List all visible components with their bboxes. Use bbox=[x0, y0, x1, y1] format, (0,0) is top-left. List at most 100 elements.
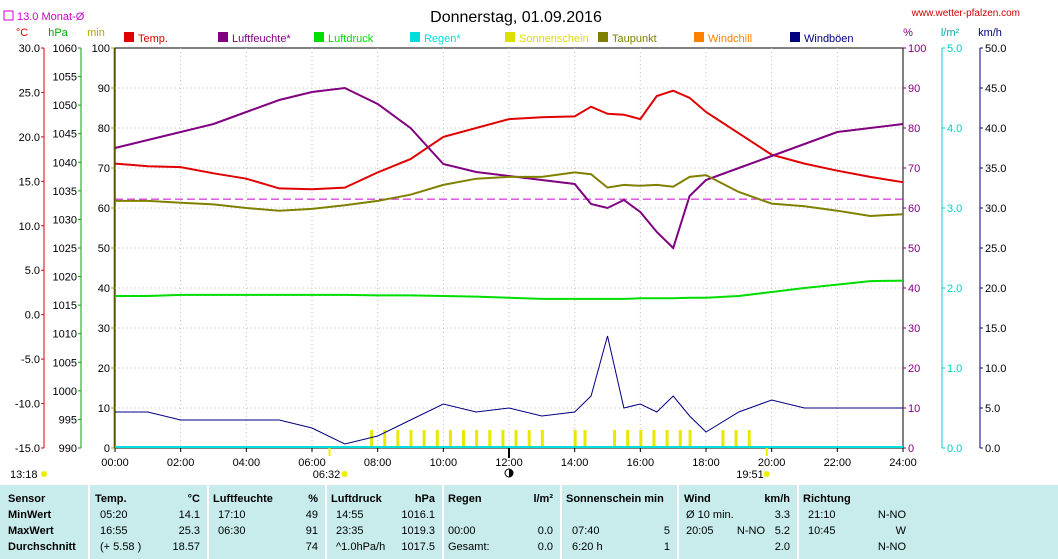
legend-swatch bbox=[505, 32, 515, 42]
legend-swatch bbox=[694, 32, 704, 42]
stats-wind-direction: N-NO bbox=[736, 525, 765, 537]
stats-humidity-value: 74 bbox=[305, 541, 318, 553]
rain-axis-tick-label: 3.0 bbox=[947, 203, 962, 215]
x-axis-tick-label: 14:00 bbox=[561, 457, 589, 469]
sunshine-bar bbox=[501, 430, 505, 448]
stats-separator bbox=[442, 485, 444, 559]
wind-axis-tick-label: 15.0 bbox=[985, 323, 1006, 335]
series-line bbox=[114, 86, 904, 250]
stats-sunshine-value: 5 bbox=[663, 525, 670, 537]
unit-sunshine: min bbox=[87, 27, 105, 39]
stats-sunshine-time: 6:20 h bbox=[572, 541, 603, 553]
humidity-axis-tick-label: 40 bbox=[908, 283, 920, 295]
stats-rain-time: Gesamt: bbox=[448, 541, 490, 553]
sunshine-bar bbox=[540, 430, 544, 448]
series-line bbox=[115, 279, 904, 300]
moon-phase-icon bbox=[509, 469, 513, 477]
series-line bbox=[115, 335, 903, 445]
humidity-axis-tick-label: 70 bbox=[908, 163, 920, 175]
sunshine-bar bbox=[527, 430, 531, 448]
stats-row-label: MaxWert bbox=[8, 525, 54, 537]
humidity-axis-tick-label: 100 bbox=[908, 43, 926, 55]
sunshine-bar bbox=[462, 430, 466, 448]
sunshine-axis-tick-label: 60 bbox=[98, 203, 110, 215]
temp-axis-tick-label: 30.0 bbox=[19, 43, 40, 55]
sunshine-bar bbox=[583, 430, 587, 448]
sunrise-icon bbox=[341, 471, 348, 477]
pressure-axis-tick-label: 1025 bbox=[53, 243, 77, 255]
stats-header-sensor: Sensor bbox=[8, 493, 46, 505]
x-axis-tick-label: 16:00 bbox=[627, 457, 655, 469]
stats-pressure-time: ^1.0hPa/h bbox=[336, 541, 386, 553]
legend-label: Windchill bbox=[708, 33, 752, 45]
stats-rain-value: 0.0 bbox=[537, 525, 553, 537]
legend-label: Regen* bbox=[424, 33, 461, 45]
stats-rain-value: 0.0 bbox=[537, 541, 553, 553]
x-axis-tick-label: 24:00 bbox=[889, 457, 917, 469]
wind-axis-tick-label: 0.0 bbox=[985, 443, 1000, 455]
legend-label: Taupunkt bbox=[612, 33, 657, 45]
stats-temp-time: 16:55 bbox=[100, 525, 128, 537]
stats-header-temp: Temp. bbox=[95, 493, 127, 505]
pressure-axis-tick-label: 995 bbox=[59, 414, 77, 426]
sunshine-axis-tick-label: 100 bbox=[92, 43, 110, 55]
stats-header-rain: Regen bbox=[448, 493, 482, 505]
stats-sunshine-time: 07:40 bbox=[572, 525, 600, 537]
stats-header-sunshine: Sonnenschein min bbox=[566, 493, 664, 505]
wind-axis-tick-label: 50.0 bbox=[985, 43, 1006, 55]
stats-header-pressure: Luftdruck bbox=[331, 493, 382, 505]
website-label: www.wetter-pfalzen.com bbox=[911, 8, 1020, 19]
stats-temp-time: (+ 5.58 ) bbox=[100, 541, 142, 553]
pressure-axis-tick-label: 1050 bbox=[53, 100, 77, 112]
stats-header-temp-unit: °C bbox=[187, 493, 200, 505]
wind-axis-tick-label: 25.0 bbox=[985, 243, 1006, 255]
sunset-time: 19:51 bbox=[736, 469, 764, 481]
sunshine-bar bbox=[652, 430, 656, 448]
chart-labels: °C hPa min% l/m² km/h Donnerstag, 01.09.2016 w… bbox=[3, 8, 1020, 481]
x-axis-tick-label: 06:00 bbox=[298, 457, 326, 469]
stats-humidity-value: 49 bbox=[305, 509, 318, 521]
sunshine-axis-tick-label: 20 bbox=[98, 363, 110, 375]
wind-axis-tick-label: 10.0 bbox=[985, 363, 1006, 375]
legend-swatch bbox=[598, 32, 608, 42]
rain-axis-tick-label: 4.0 bbox=[947, 123, 962, 135]
stats-temp-value: 25.3 bbox=[178, 525, 200, 537]
pressure-axis-tick-label: 1055 bbox=[53, 72, 77, 84]
legend-swatch bbox=[218, 32, 228, 42]
weather-chart: 30.0 25.0 20.0 15.0 10.0 5.0 0.0 -5.0 -10.0 -15.0… bbox=[3, 8, 1020, 481]
legend-label: Luftdruck bbox=[328, 33, 374, 45]
legend-label: Temp. bbox=[138, 33, 168, 45]
rain-axis-tick-label: 2.0 bbox=[947, 283, 962, 295]
pressure-axis-tick-label: 1000 bbox=[53, 386, 77, 398]
stats-header-rain-unit: l/m² bbox=[533, 493, 553, 505]
sunshine-bar bbox=[488, 430, 492, 448]
stats-wind-time: Ø 10 min. bbox=[686, 509, 734, 521]
sunshine-bar bbox=[626, 430, 630, 448]
wind-axis-tick-label: 35.0 bbox=[985, 163, 1006, 175]
legend-swatch bbox=[314, 32, 324, 42]
sunshine-bar bbox=[370, 430, 374, 448]
temp-axis-tick-label: 15.0 bbox=[19, 176, 40, 188]
axes: 30.0 25.0 20.0 15.0 10.0 5.0 0.0 -5.0 -10.0 -15.0… bbox=[15, 43, 1007, 469]
temp-axis-tick-label: -5.0 bbox=[21, 354, 40, 366]
wind-axis-tick-label: 30.0 bbox=[985, 203, 1006, 215]
sunshine-bar bbox=[747, 430, 751, 448]
stats-direction-value: N-NO bbox=[877, 509, 906, 521]
stats-rain-time: 00:00 bbox=[448, 525, 476, 537]
stats-wind-value: 5.2 bbox=[774, 525, 790, 537]
sunshine-axis-tick-label: 80 bbox=[98, 123, 110, 135]
sunshine-bar bbox=[409, 430, 413, 448]
x-axis-tick-label: 08:00 bbox=[364, 457, 392, 469]
sunshine-bar bbox=[734, 430, 738, 448]
pressure-axis-tick-label: 1060 bbox=[53, 43, 77, 55]
x-axis-tick-label: 18:00 bbox=[692, 457, 720, 469]
temp-axis-tick-label: 10.0 bbox=[19, 221, 40, 233]
pressure-axis-tick-label: 1045 bbox=[53, 129, 77, 141]
sunshine-axis-tick-label: 30 bbox=[98, 323, 110, 335]
stats-header-humidity: Luftfeuchte bbox=[213, 493, 273, 505]
temp-axis-tick-label: 25.0 bbox=[19, 87, 40, 99]
stats-wind-value: 3.3 bbox=[774, 509, 790, 521]
sunshine-axis-tick-label: 40 bbox=[98, 283, 110, 295]
rain-axis-tick-label: 0.0 bbox=[947, 443, 962, 455]
stats-sunshine-value: 1 bbox=[663, 541, 670, 553]
